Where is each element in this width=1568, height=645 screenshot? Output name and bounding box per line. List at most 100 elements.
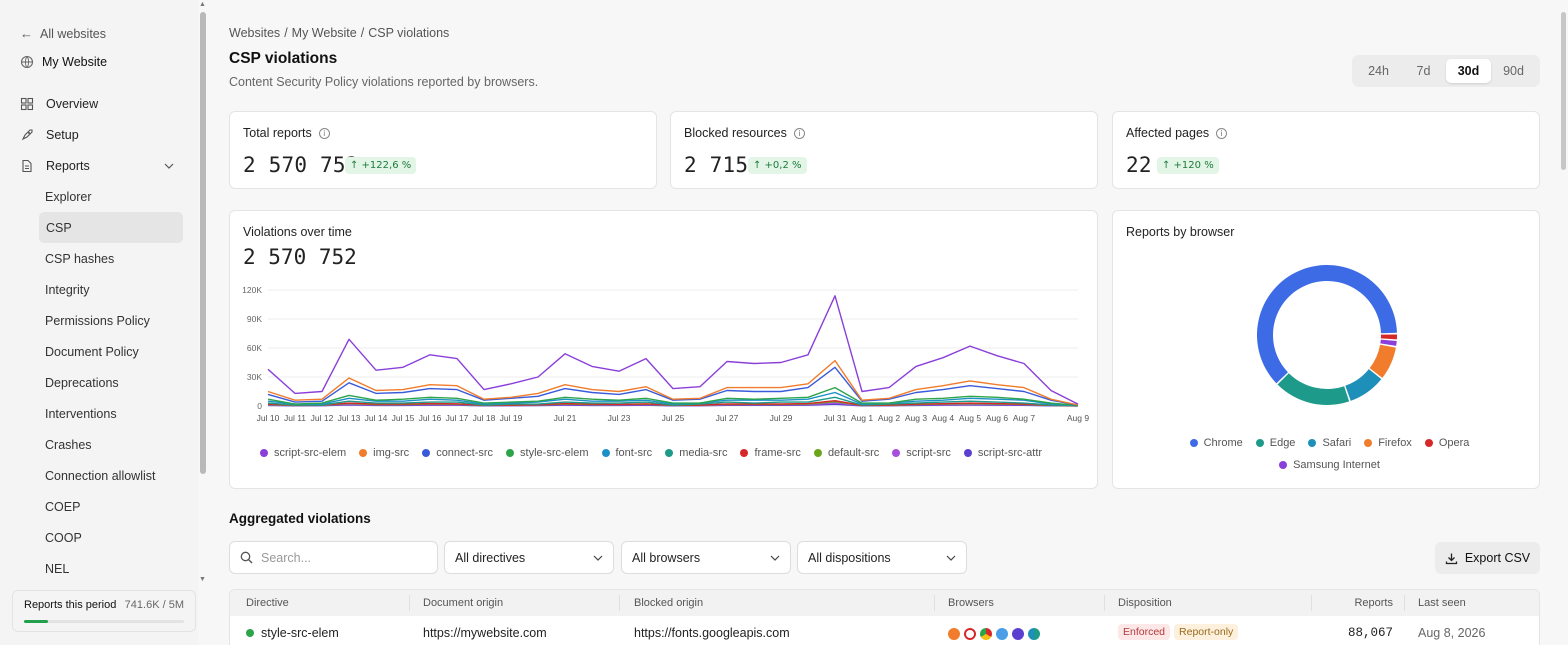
cell-last-seen: Aug 8, 2026 (1418, 626, 1486, 640)
series-line-font-src (267, 391, 1079, 407)
legend-item[interactable]: script-src (892, 447, 951, 459)
disposition-filter[interactable]: All dispositions (797, 541, 967, 574)
sidebar-subitem-coep[interactable]: COEP (45, 499, 81, 514)
search-field[interactable] (229, 541, 438, 574)
violations-over-time-card: Violations over time 2 570 752 0 30K 60K 90… (229, 210, 1098, 489)
column-header-blocked-origin[interactable]: Blocked origin (634, 597, 704, 609)
legend-label: media-src (679, 447, 728, 459)
sidebar-subitem-csp[interactable]: CSP (39, 212, 183, 243)
sidebar-subitem-coop[interactable]: COOP (45, 530, 82, 545)
range-option-7d[interactable]: 7d (1416, 64, 1431, 78)
legend-item[interactable]: Samsung Internet (1279, 459, 1380, 471)
legend-item[interactable]: connect-src (422, 447, 493, 459)
sidebar-subitem-document-policy[interactable]: Document Policy (45, 344, 139, 359)
arrow-left-icon: ← (20, 26, 33, 41)
donut-slice-chrome[interactable] (1257, 265, 1397, 384)
legend-item[interactable]: Edge (1255, 437, 1296, 449)
column-header-disposition[interactable]: Disposition (1118, 597, 1172, 609)
legend-item[interactable]: default-src (813, 447, 879, 459)
column-header-directive[interactable]: Directive (246, 597, 289, 609)
sidebar-item-reports[interactable]: Reports (20, 150, 182, 181)
sidebar-subitem-nel[interactable]: NEL (45, 561, 70, 576)
sidebar-subitem-integrity[interactable]: Integrity (45, 282, 90, 297)
legend-swatch (1308, 439, 1317, 447)
violations-line-chart[interactable]: 0 30K 60K 90K 120K Jul 10 Jul 11 Jul 12 Jul 13 Ju… (230, 281, 1097, 501)
sidebar-subitem-interventions[interactable]: Interventions (45, 406, 117, 421)
sidebar-item-setup[interactable]: Setup (20, 119, 182, 150)
kpi-value: 2 570 752 (243, 153, 359, 177)
legend-item[interactable]: Chrome (1189, 437, 1243, 449)
legend-item[interactable]: Opera (1424, 437, 1469, 449)
range-option-24h[interactable]: 24h (1368, 64, 1389, 78)
donut-slice-edge[interactable] (1277, 373, 1350, 405)
kpi-value: 22 (1126, 153, 1152, 177)
scroll-down-icon[interactable]: ▼ (199, 576, 206, 583)
info-icon[interactable]: i (318, 127, 330, 139)
sidebar-item-overview[interactable]: Overview (20, 88, 182, 119)
column-divider (1311, 595, 1312, 611)
series-line-connect-src (267, 366, 1079, 406)
legend-item[interactable]: Firefox (1364, 437, 1412, 449)
legend-item[interactable]: frame-src (740, 447, 801, 459)
donut-slice-samsung-internet[interactable] (1380, 339, 1397, 346)
table-row[interactable]: style-src-elem https://mywebsite.com htt… (230, 616, 1539, 645)
breadcrumb-site[interactable]: My Website (291, 26, 357, 40)
kpi-change-badge: ↑ +122,6 % (345, 157, 417, 174)
column-header-reports[interactable]: Reports (1354, 597, 1393, 609)
sidebar-item-label: Setup (46, 127, 79, 142)
legend-item[interactable]: Safari (1308, 437, 1351, 449)
sidebar-subitem-explorer[interactable]: Explorer (45, 189, 92, 204)
legend-swatch (813, 449, 822, 457)
range-option-30d[interactable]: 30d (1446, 59, 1491, 83)
donut-slice-opera[interactable] (1380, 334, 1397, 340)
directive-value: style-src-elem (261, 626, 339, 640)
sidebar-subitem-crashes[interactable]: Crashes (45, 437, 92, 452)
x-tick-label: Jul 27 (716, 413, 739, 423)
x-tick-label: Jul 15 (392, 413, 415, 423)
column-header-browsers[interactable]: Browsers (948, 597, 994, 609)
browser-filter[interactable]: All browsers (621, 541, 791, 574)
breadcrumb-separator: / (284, 26, 288, 40)
sidebar-subitem-connection-allowlist[interactable]: Connection allowlist (45, 468, 156, 483)
legend-label: Edge (1269, 437, 1296, 449)
x-tick-label: Aug 4 (932, 413, 954, 423)
browser-donut-chart[interactable] (1247, 255, 1407, 415)
kpi-label: Total reports (243, 126, 312, 140)
info-icon[interactable]: i (793, 127, 805, 139)
sidebar-scrollbar[interactable]: ▲ ▼ (198, 0, 208, 590)
donut-slice-firefox[interactable] (1369, 344, 1396, 378)
y-tick-label: 30K (247, 372, 262, 382)
scroll-up-icon[interactable]: ▲ (199, 1, 206, 8)
breadcrumb-websites[interactable]: Websites (229, 26, 281, 40)
column-header-document-origin[interactable]: Document origin (423, 597, 504, 609)
series-line-img-src (267, 359, 1079, 406)
status-dot (246, 629, 254, 637)
legend-item[interactable]: style-src-elem (506, 447, 589, 459)
info-icon[interactable]: i (1216, 127, 1228, 139)
sidebar-scroll-thumb[interactable] (200, 12, 206, 474)
sidebar-subitem-deprecations[interactable]: Deprecations (45, 375, 119, 390)
series-line-script-src-elem (267, 295, 1079, 405)
search-input[interactable] (261, 550, 421, 565)
y-tick-label: 60K (247, 343, 262, 353)
directive-filter[interactable]: All directives (444, 541, 614, 574)
legend-item[interactable]: img-src (359, 447, 409, 459)
sidebar-subitem-csp-hashes[interactable]: CSP hashes (45, 251, 115, 266)
legend-item[interactable]: script-src-elem (260, 447, 346, 459)
legend-item[interactable]: script-src-attr (963, 447, 1042, 459)
x-tick-label: Jul 13 (338, 413, 361, 423)
chevron-down-icon (593, 555, 603, 561)
legend-item[interactable]: media-src (665, 447, 727, 459)
donut-slice-safari[interactable] (1345, 369, 1382, 401)
column-header-last-seen[interactable]: Last seen (1418, 597, 1466, 609)
sidebar-subitem-permissions-policy[interactable]: Permissions Policy (45, 313, 150, 328)
page-scroll-thumb[interactable] (1561, 12, 1566, 170)
chart-title: Violations over time (243, 225, 352, 239)
legend-label: Firefox (1378, 437, 1412, 449)
legend-item[interactable]: font-src (601, 447, 652, 459)
page-scrollbar[interactable] (1559, 0, 1568, 645)
current-site[interactable]: My Website (20, 55, 107, 69)
export-csv-button[interactable]: Export CSV (1435, 542, 1540, 574)
range-option-90d[interactable]: 90d (1503, 64, 1524, 78)
all-websites-link[interactable]: ← All websites (20, 26, 106, 41)
